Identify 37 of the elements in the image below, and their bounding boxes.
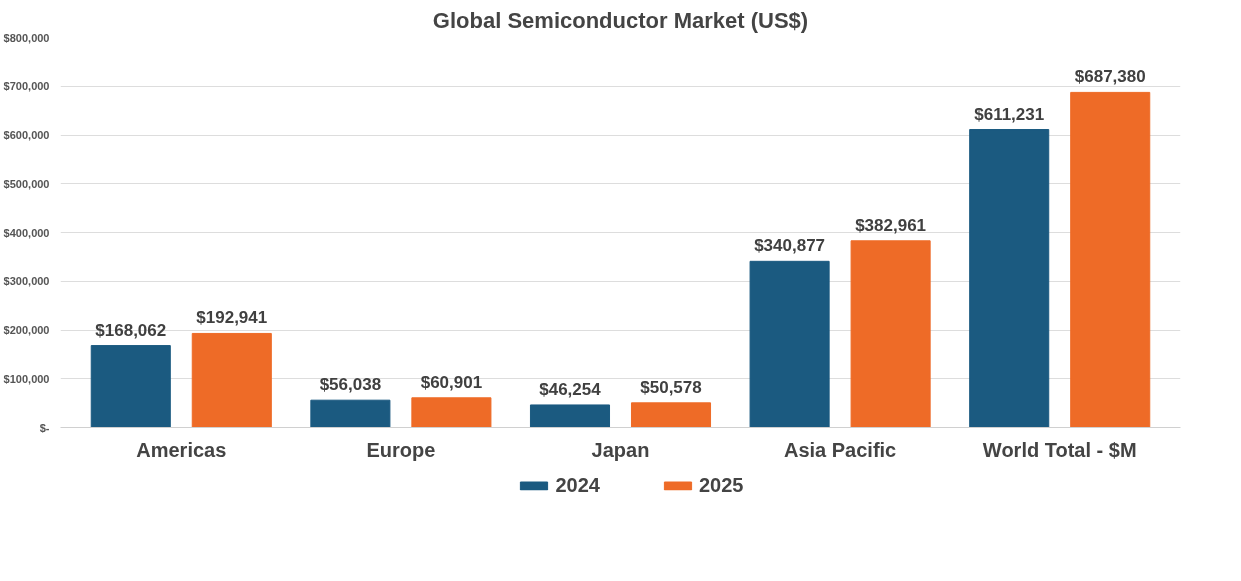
data-label: $340,877: [754, 236, 826, 256]
bar: [310, 399, 391, 428]
bar: [90, 345, 171, 428]
x-tick-label: Europe: [366, 438, 436, 461]
data-label: $192,941: [196, 308, 268, 328]
y-tick-label: $300,000: [3, 275, 50, 288]
y-tick-label: $600,000: [3, 129, 50, 141]
legend-label: 2025: [699, 473, 744, 497]
bar: [411, 397, 492, 428]
bar: [1070, 91, 1151, 428]
data-label: $46,254: [539, 379, 602, 399]
data-label: $382,961: [855, 215, 927, 235]
y-tick-label: $500,000: [3, 177, 50, 190]
chart-title: Global Semiconductor Market (US$): [432, 7, 809, 33]
y-tick-label: $100,000: [3, 372, 50, 385]
x-tick-label: World Total - $M: [982, 438, 1137, 461]
bar: [630, 402, 712, 428]
x-tick-label: Asia Pacific: [783, 438, 897, 461]
y-tick-label: $800,000: [3, 31, 50, 44]
data-label: $687,380: [1074, 67, 1146, 87]
data-label: $168,062: [95, 320, 167, 340]
data-label: $611,231: [974, 104, 1045, 124]
y-tick-label: $700,000: [3, 80, 50, 93]
bar: [529, 404, 611, 428]
bar: [191, 332, 272, 428]
bar: [749, 260, 830, 428]
data-label: $50,578: [640, 377, 702, 397]
y-tick-label: $-: [39, 421, 50, 434]
x-tick-label: Japan: [591, 438, 650, 461]
y-tick-label: $200,000: [3, 324, 50, 336]
y-tick-label: $400,000: [3, 226, 50, 239]
data-label: $56,038: [319, 375, 382, 395]
bar: [850, 240, 931, 428]
bar: [969, 129, 1050, 428]
data-label: $60,901: [420, 372, 483, 392]
legend-label: 2024: [555, 473, 600, 497]
x-tick-label: Americas: [136, 438, 227, 461]
